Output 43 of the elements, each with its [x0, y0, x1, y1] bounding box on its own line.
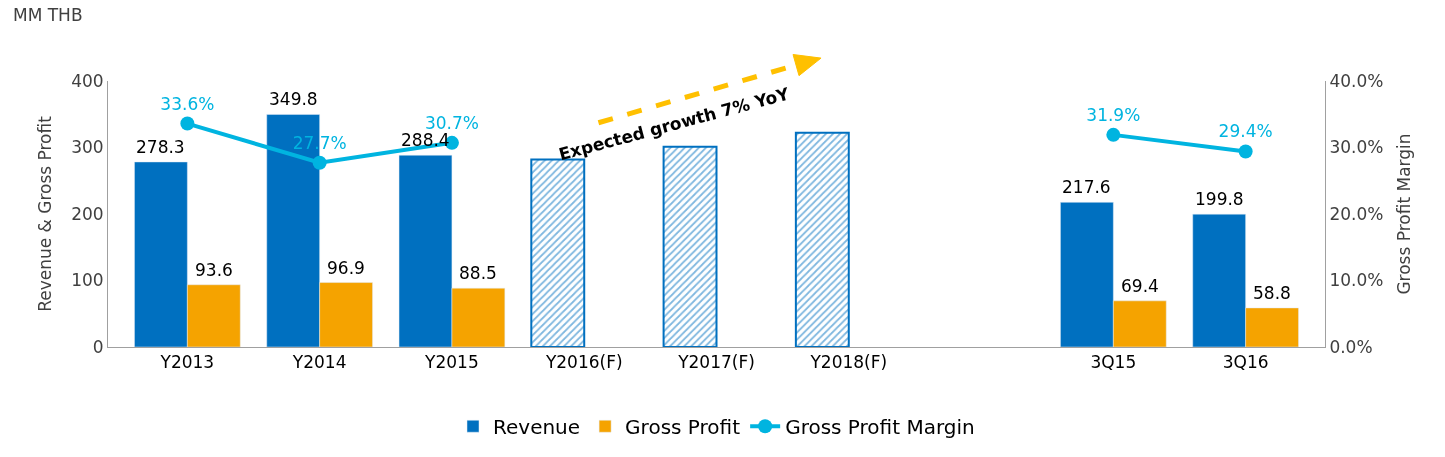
data-label: 349.8 — [269, 89, 318, 109]
y2-axis-title: Gross Profit Margin — [1393, 133, 1414, 295]
y2-tick-label: 0.0% — [1329, 336, 1373, 357]
y-tick-label: 0 — [92, 336, 104, 357]
y2-tick-label: 20.0% — [1329, 203, 1384, 224]
x-tick-label: Y2015 — [424, 352, 479, 373]
data-label: 69.4 — [1121, 276, 1159, 296]
y-tick-label: 400 — [71, 70, 104, 91]
data-label: 278.3 — [136, 137, 185, 157]
bar — [530, 158, 586, 347]
data-label: 31.9% — [1086, 104, 1141, 125]
y-axis-title: Revenue & Gross Profit — [34, 115, 55, 312]
point — [180, 116, 195, 131]
legend-label: Revenue — [493, 415, 581, 440]
y-tick-label: 100 — [71, 270, 104, 291]
bar — [662, 145, 718, 347]
data-label: 217.6 — [1062, 177, 1111, 197]
y-tick-label: 300 — [71, 137, 104, 158]
x-tick-label: Y2013 — [159, 352, 215, 373]
y2-tick-label: 30.0% — [1329, 137, 1384, 158]
data-label: 288.4 — [401, 130, 450, 150]
data-label: 29.4% — [1218, 121, 1273, 142]
legend-label: Gross Profit — [625, 415, 741, 440]
point — [312, 155, 327, 170]
y2-tick-label: 10.0% — [1329, 270, 1384, 291]
data-label: 58.8 — [1253, 283, 1291, 303]
y2-tick-label: 40.0% — [1329, 70, 1384, 91]
y-tick-label: 200 — [71, 203, 104, 224]
data-label: 199.8 — [1195, 189, 1244, 209]
data-label: 30.7% — [424, 112, 479, 133]
x-tick-label: 3Q16 — [1222, 352, 1269, 373]
x-tick-label: Y2017(F) — [677, 352, 755, 373]
x-tick-label: 3Q15 — [1090, 352, 1137, 373]
x-tick-label: Y2018(F) — [809, 352, 888, 373]
text: MM THB — [13, 5, 83, 25]
bar — [794, 131, 850, 347]
legend-label: Gross Profit Margin — [785, 415, 975, 440]
x-tick-label: Y2014 — [291, 352, 347, 373]
data-label: 33.6% — [160, 93, 215, 114]
data-label: 96.9 — [327, 258, 365, 278]
x-tick-label: Y2016(F) — [544, 352, 623, 373]
data-label: 88.5 — [459, 263, 497, 283]
data-label: 93.6 — [195, 260, 233, 280]
